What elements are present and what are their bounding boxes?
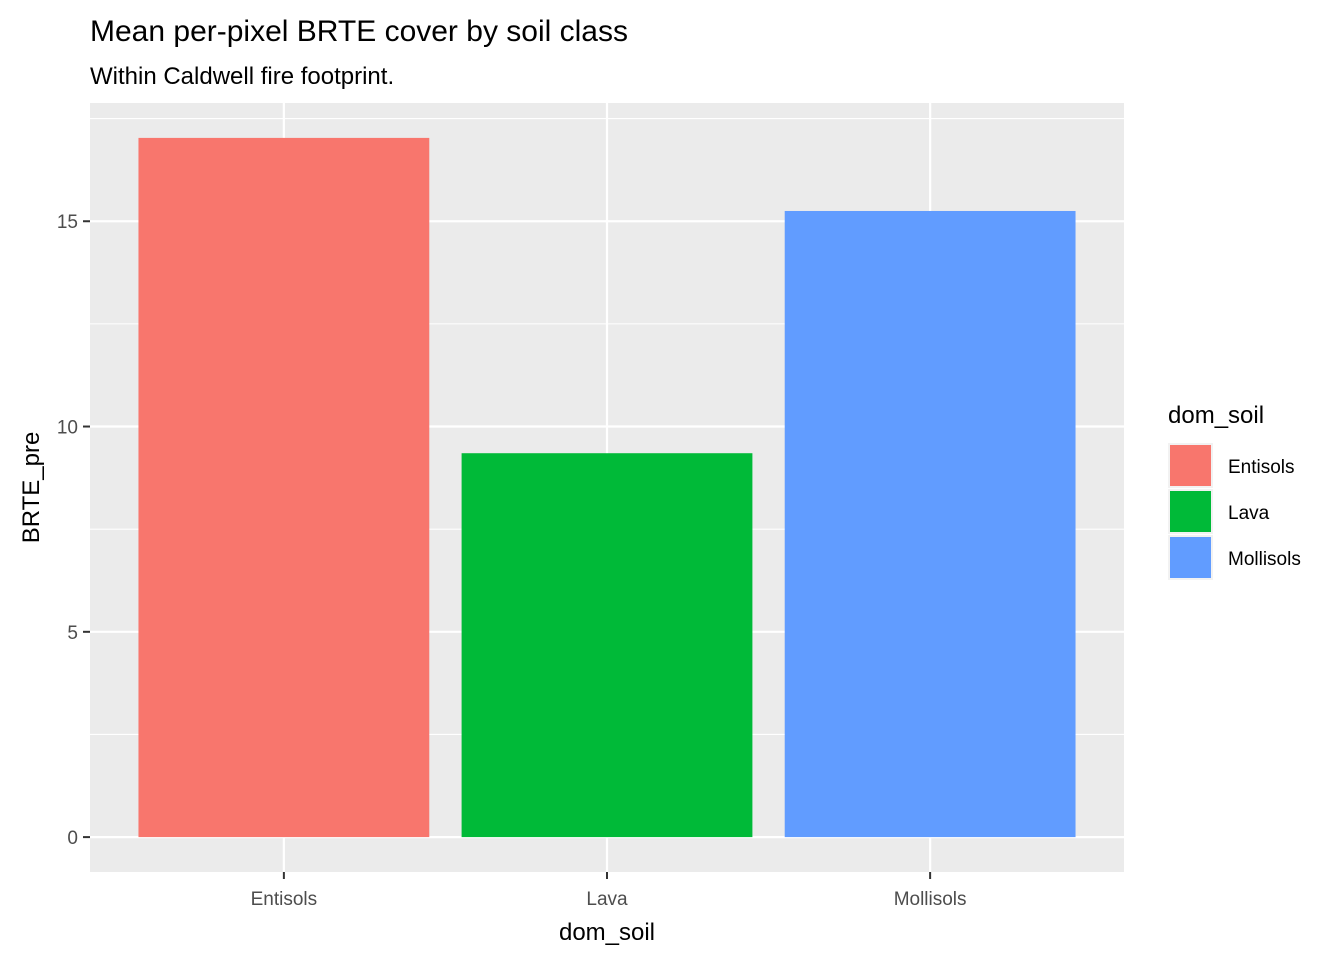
x-axis: Entisols Lava Mollisols [251, 872, 967, 910]
bar-mollisols [784, 210, 1076, 838]
y-axis: 0 5 10 15 [57, 212, 90, 849]
bar-entisols [138, 137, 430, 838]
x-tick-label: Lava [586, 889, 628, 910]
chart-subtitle: Within Caldwell fire footprint. [90, 63, 394, 90]
x-tick-label: Mollisols [894, 889, 967, 910]
legend-swatch-mollisols [1170, 537, 1211, 578]
y-tick-label: 15 [57, 212, 78, 233]
y-tick-label: 0 [67, 828, 78, 849]
y-tick-label: 5 [67, 623, 78, 644]
legend-label: Entisols [1228, 457, 1295, 478]
y-tick-label: 10 [57, 418, 78, 439]
legend-label: Lava [1228, 503, 1270, 524]
chart-title: Mean per-pixel BRTE cover by soil class [90, 15, 628, 48]
y-axis-title: BRTE_pre [18, 432, 45, 544]
legend-swatch-entisols [1170, 445, 1211, 486]
legend: dom_soil Entisols Lava Mollisols [1168, 402, 1301, 580]
legend-label: Mollisols [1228, 549, 1301, 570]
bar-lava [461, 453, 753, 838]
x-tick-label: Entisols [251, 889, 318, 910]
bars [138, 137, 1076, 838]
legend-title: dom_soil [1168, 402, 1264, 429]
x-axis-title: dom_soil [559, 919, 655, 946]
legend-swatch-lava [1170, 491, 1211, 532]
